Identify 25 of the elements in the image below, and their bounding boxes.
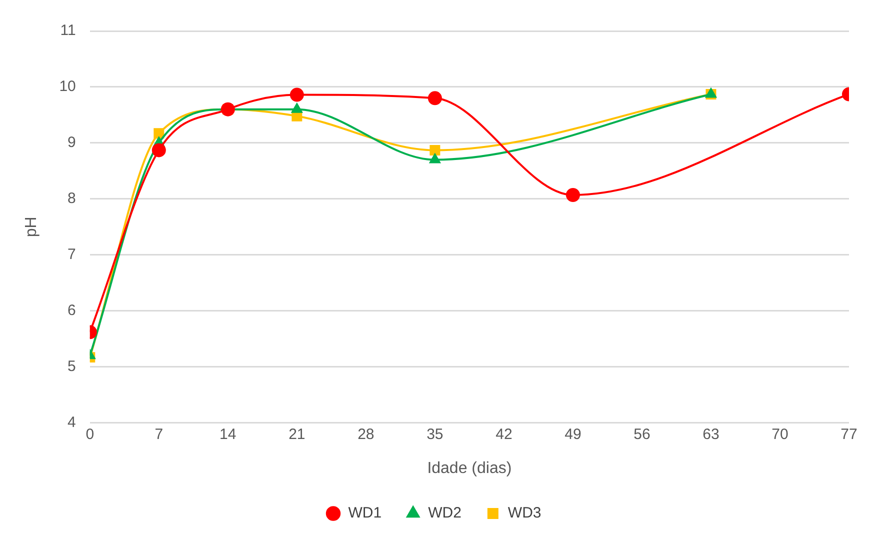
- x-tick-label: 0: [86, 426, 94, 443]
- y-tick-label: 5: [68, 358, 76, 375]
- x-tick-label: 70: [772, 426, 788, 443]
- y-tick-label: 10: [59, 78, 76, 96]
- y-tick-label: 9: [68, 134, 76, 152]
- legend-label: WD3: [508, 504, 542, 522]
- x-tick-label: 77: [840, 426, 858, 443]
- x-tick-label: 49: [564, 426, 582, 443]
- x-tick-label: 21: [288, 426, 306, 443]
- y-tick-label: 7: [68, 246, 76, 264]
- x-tick-label: 14: [220, 426, 236, 443]
- y-tick-label: 11: [60, 22, 76, 40]
- x-tick-label: 7: [154, 426, 164, 443]
- x-tick-label: 56: [634, 426, 650, 443]
- x-axis-title: Idade (dias): [427, 460, 512, 477]
- y-axis-title: pH: [23, 216, 40, 238]
- x-tick-label: 63: [702, 426, 720, 443]
- legend-label: WD2: [428, 504, 462, 522]
- x-tick-label: 28: [358, 426, 374, 443]
- y-tick-label: 4: [68, 414, 76, 431]
- y-tick-label: 8: [68, 190, 76, 208]
- legend-label: WD1: [348, 504, 382, 522]
- x-tick-label: 42: [496, 426, 512, 443]
- x-tick-label: 35: [426, 426, 444, 443]
- y-tick-label: 6: [68, 302, 76, 319]
